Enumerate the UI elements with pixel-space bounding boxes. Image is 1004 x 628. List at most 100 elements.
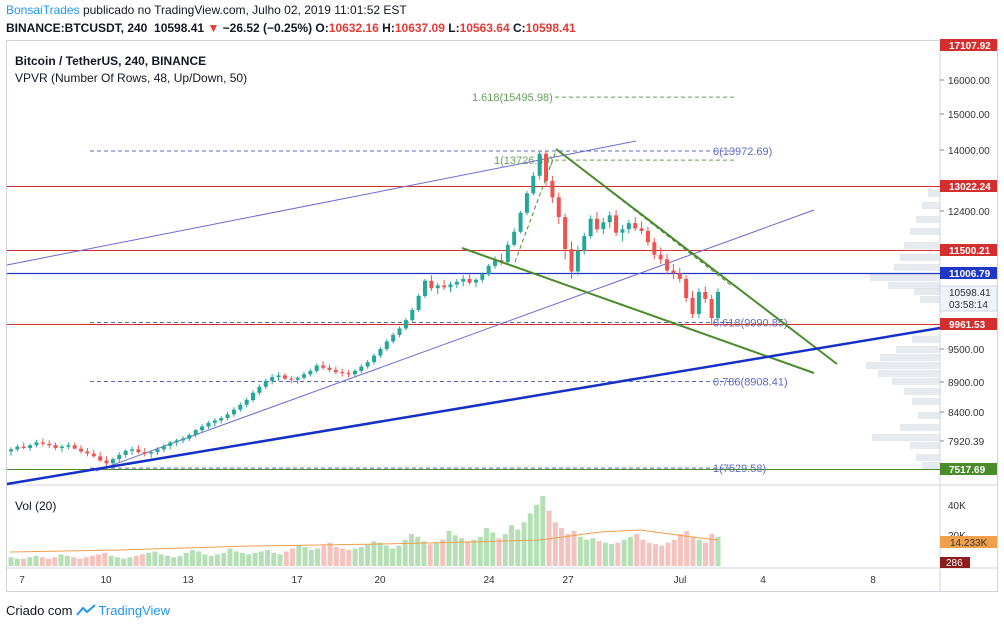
- candle-body: [645, 230, 650, 243]
- candle-body: [98, 456, 103, 461]
- vpvr-row: [912, 398, 940, 405]
- candle-body: [289, 378, 294, 380]
- candle-body: [480, 274, 485, 280]
- volume-bar: [408, 533, 414, 566]
- volume-bar: [371, 541, 377, 566]
- vpvr-row: [916, 216, 940, 223]
- price-level-badge-label: 7517.69: [949, 465, 986, 476]
- volume-bar: [233, 551, 239, 566]
- candle-body: [550, 180, 555, 198]
- candle-body: [391, 334, 396, 342]
- candle-body: [276, 375, 281, 378]
- time-tick-label: 10: [100, 575, 112, 586]
- volume-bar: [534, 504, 540, 566]
- ohlc-line: BINANCE:BTCUSDT, 240 10598.41 ▼ −26.52 (…: [6, 21, 576, 35]
- candle-body: [219, 418, 224, 421]
- price-level-badge: [940, 463, 997, 475]
- volume-bar: [296, 545, 302, 566]
- down-arrow-icon: ▼: [207, 21, 220, 35]
- candle-body: [238, 404, 243, 410]
- volume-bar: [33, 555, 39, 566]
- volume-bar: [152, 551, 158, 566]
- candle-body: [512, 231, 517, 245]
- candle-body: [142, 452, 147, 454]
- volume-bar: [27, 557, 33, 566]
- last-price: 10598.41: [154, 21, 205, 35]
- volume-bar: [146, 552, 152, 566]
- candle-body: [435, 285, 440, 289]
- volume-bar: [158, 554, 164, 566]
- vpvr-indicator-label[interactable]: VPVR (Number Of Rows, 48, Up/Down, 50): [15, 71, 248, 85]
- volume-bar: [83, 557, 89, 566]
- volume-bar: [640, 539, 646, 566]
- candle-body: [212, 420, 217, 423]
- volume-bar: [390, 548, 396, 566]
- candle-body: [556, 197, 561, 218]
- candle-body: [442, 285, 447, 288]
- volume-current-badge: [940, 536, 997, 548]
- vpvr-row: [904, 388, 940, 395]
- candle-body: [59, 446, 64, 448]
- volume-bar: [540, 496, 546, 566]
- candle-body: [473, 279, 478, 283]
- volume-bar: [365, 544, 371, 566]
- volume-bar: [265, 549, 271, 566]
- candle-body: [231, 409, 236, 415]
- volume-bar: [246, 554, 252, 566]
- time-tick-label: Jul: [674, 575, 687, 586]
- chart-frame[interactable]: [6, 40, 998, 592]
- volume-bar: [252, 552, 258, 566]
- candle-body: [187, 434, 192, 439]
- fib-level-label: 1(7529.58): [713, 463, 766, 475]
- time-tick-label: 7: [19, 575, 25, 586]
- time-tick-label: 27: [562, 575, 574, 586]
- vpvr-row: [910, 442, 940, 449]
- candle-body: [709, 298, 714, 319]
- time-tick-label: 20: [374, 575, 386, 586]
- candle-body: [123, 450, 128, 455]
- volume-bar: [690, 536, 696, 566]
- candle-body: [168, 442, 173, 446]
- price-level-badge: [940, 180, 997, 192]
- volume-bar: [609, 544, 615, 566]
- volume-bar: [577, 536, 583, 566]
- volume-bar: [477, 536, 483, 566]
- volume-bar: [559, 528, 565, 566]
- price-level-badge-label: 17107.92: [949, 41, 991, 52]
- time-tick-label: 13: [182, 575, 194, 586]
- candle-body: [544, 153, 549, 181]
- candle-body: [28, 445, 33, 448]
- vpvr-row: [916, 454, 940, 461]
- volume-bar: [484, 528, 490, 566]
- candle-body: [359, 366, 364, 371]
- tradingview-brand-link[interactable]: TradingView: [98, 603, 171, 618]
- volume-bar: [39, 557, 45, 566]
- volume-bar: [659, 545, 665, 566]
- volume-indicator-label[interactable]: Vol (20): [15, 499, 57, 513]
- volume-bar: [602, 542, 608, 566]
- volume-bar: [584, 539, 590, 566]
- candle-body: [91, 453, 96, 457]
- candle-body: [314, 365, 319, 371]
- candle-body: [130, 449, 135, 451]
- author-link[interactable]: BonsaiTrades: [6, 3, 80, 17]
- volume-bar: [421, 541, 427, 566]
- candle-body: [416, 295, 421, 311]
- candle-body: [79, 448, 84, 452]
- candle-body: [601, 222, 606, 230]
- candle-body: [352, 371, 357, 375]
- volume-bar: [634, 533, 640, 566]
- candle-body: [671, 270, 676, 274]
- price-tick-label: 14000.00: [948, 146, 990, 157]
- volume-bar: [133, 555, 139, 566]
- vpvr-row: [912, 336, 940, 343]
- volume-bar: [346, 549, 352, 566]
- open-value: 10632.16: [328, 21, 379, 35]
- candle-body: [467, 278, 472, 283]
- candle-body: [149, 452, 154, 454]
- current-price-badge: [939, 285, 998, 312]
- volume-bar: [139, 554, 145, 566]
- volume-bar: [21, 558, 27, 566]
- volume-small-label: 286: [946, 558, 963, 569]
